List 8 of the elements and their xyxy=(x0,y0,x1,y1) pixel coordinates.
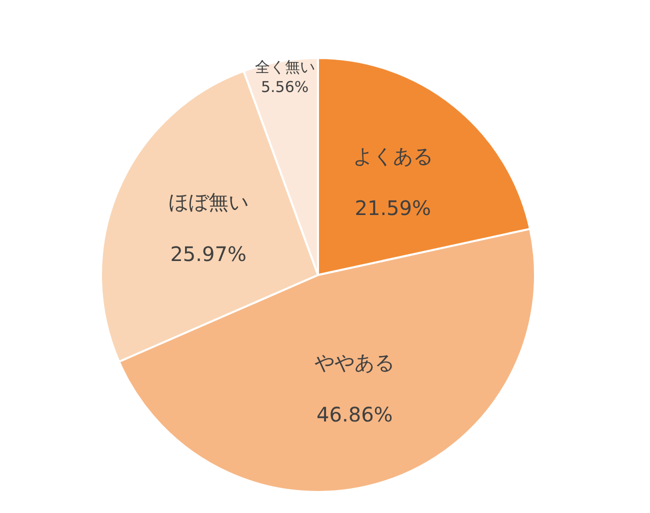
data-label: 25.97% xyxy=(170,242,246,266)
data-label: 21.59% xyxy=(354,196,432,220)
slice-label: よくある xyxy=(352,144,433,168)
data-label: 46.86% xyxy=(316,402,393,427)
data-label: 5.56% xyxy=(260,78,309,96)
slice-label: ややある xyxy=(314,350,395,375)
slice-label: ほぼ無い xyxy=(168,190,248,214)
slice-label: 全く無い xyxy=(254,58,315,76)
